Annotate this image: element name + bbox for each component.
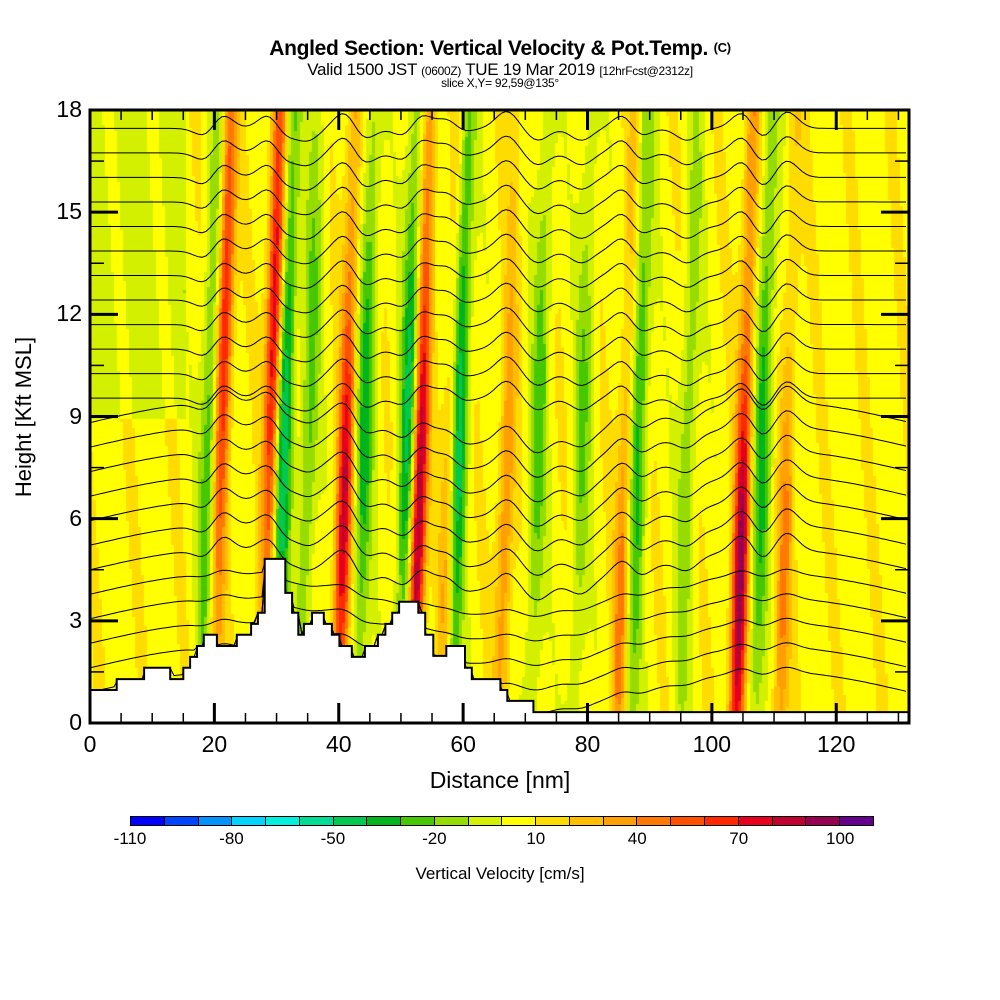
forecast-info: [12hrFcst@2312z]	[599, 64, 693, 78]
theta-contour	[90, 356, 906, 387]
colorbar-tick-label: 100	[825, 829, 855, 848]
colorbar-tick-label: 40	[627, 829, 647, 848]
colorbar-segment	[198, 817, 233, 825]
colorbar-tick-label: 10	[526, 829, 546, 848]
valid-utc: (0600Z)	[421, 64, 462, 78]
axis-ticks	[88, 108, 909, 725]
plot-frame	[88, 108, 911, 725]
colorbar-segment	[434, 817, 469, 825]
y-tick-label: 0	[69, 709, 82, 735]
potential-temperature-contours	[89, 110, 907, 713]
colorbar-tick-label: 70	[729, 829, 749, 848]
theta-contour	[90, 233, 906, 265]
theta-contour	[90, 160, 906, 191]
theta-contour	[90, 110, 906, 142]
colorbar-segment	[266, 817, 300, 825]
valid-time-line: Valid 1500 JST (0600Z) TUE 19 Mar 2019 […	[0, 60, 1000, 80]
colorbar-tick-label: -110	[113, 829, 147, 848]
colorbar	[130, 816, 874, 826]
colorbar-segment	[536, 817, 570, 825]
colorbar-segment	[164, 817, 199, 825]
theta-contour	[90, 209, 906, 240]
colorbar-segment	[772, 817, 807, 825]
theta-contour	[90, 380, 906, 412]
x-tick-label: 100	[692, 731, 732, 757]
colorbar-segment	[367, 817, 402, 825]
colorbar-segment	[806, 817, 841, 825]
colorbar-segment	[569, 817, 604, 825]
colorbar-segment	[401, 817, 435, 825]
colorbar-segment	[468, 817, 503, 825]
theta-contour	[89, 508, 907, 576]
vertical-velocity-field	[90, 110, 909, 723]
x-tick-label: 60	[450, 731, 476, 757]
x-axis-label: Distance [nm]	[429, 767, 571, 793]
theta-contour	[90, 184, 906, 216]
theta-contour	[90, 258, 906, 289]
colorbar-tick-label: -80	[219, 829, 244, 848]
theta-contour	[90, 331, 906, 363]
colorbar-segment	[738, 817, 773, 825]
theta-contour	[89, 459, 907, 527]
theta-contour	[90, 307, 906, 338]
colorbar-segment	[299, 817, 334, 825]
x-tick-label: 0	[83, 731, 97, 757]
theta-contour	[90, 135, 906, 167]
theta-contour	[89, 558, 907, 642]
colorbar-segment	[671, 817, 706, 825]
y-tick-label: 12	[56, 300, 82, 327]
x-tick-label: 20	[201, 731, 228, 757]
slice-info: slice X,Y= 92,59@135°	[441, 76, 559, 90]
theta-contour	[89, 434, 907, 503]
colorbar-tick-label: -20	[422, 829, 447, 848]
terrain-profile	[89, 557, 910, 724]
colorbar-segment	[333, 817, 368, 825]
theta-contour	[89, 483, 907, 552]
colorbar-segment	[603, 817, 638, 825]
chart-title-suffix: (C)	[713, 40, 731, 55]
theta-contour	[89, 532, 907, 601]
colorbar-segment	[705, 817, 739, 825]
theta-contour	[90, 282, 906, 314]
theta-contour	[89, 410, 907, 478]
y-tick-label: 15	[56, 198, 82, 225]
colorbar-segment	[637, 817, 672, 825]
valid-date: TUE 19 Mar 2019	[465, 60, 595, 79]
y-tick-label: 3	[69, 606, 82, 633]
y-tick-label: 18	[56, 96, 82, 122]
theta-contour	[89, 385, 907, 454]
colorbar-segment	[840, 817, 873, 825]
colorbar-segment	[131, 817, 165, 825]
theta-contour	[89, 558, 907, 617]
y-tick-label: 6	[69, 504, 82, 531]
theta-contour	[89, 558, 907, 666]
colorbar-label: Vertical Velocity [cm/s]	[415, 864, 585, 883]
colorbar-segment	[502, 817, 537, 825]
y-axis-label: Height [Kft MSL]	[11, 336, 36, 498]
colorbar-tick-label: -50	[320, 829, 346, 848]
y-tick-label: 9	[69, 402, 82, 429]
x-tick-label: 80	[574, 731, 601, 757]
chart-title-main: Angled Section: Vertical Velocity & Pot.…	[269, 37, 709, 60]
x-tick-label: 120	[817, 731, 856, 757]
valid-prefix: Valid 1500 JST	[307, 60, 417, 79]
chart-title: Angled Section: Vertical Velocity & Pot.…	[0, 37, 1000, 61]
colorbar-segment	[232, 817, 267, 825]
x-tick-label: 40	[325, 731, 352, 757]
